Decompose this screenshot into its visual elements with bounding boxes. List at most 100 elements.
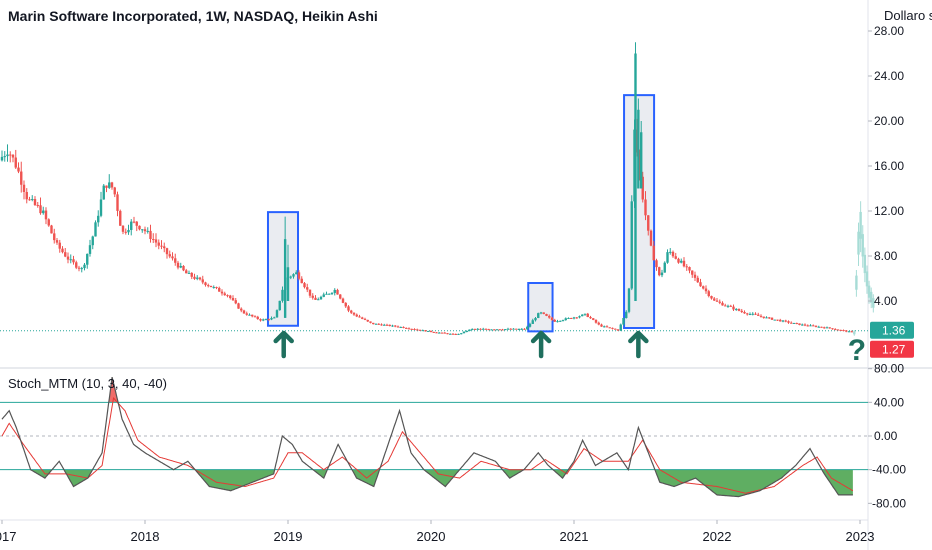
candle-down	[405, 327, 408, 329]
candle-down	[812, 325, 815, 327]
candle-down	[229, 295, 232, 298]
candle-down	[545, 313, 548, 316]
candle-down	[361, 317, 364, 319]
candle-up	[809, 325, 812, 327]
projection-candle	[872, 298, 875, 308]
previous-close-text: 1.27	[882, 343, 906, 357]
candle-up	[421, 330, 424, 332]
candle-down	[523, 328, 526, 330]
candle-down	[14, 157, 17, 168]
candle-up	[825, 327, 829, 329]
last-price-text: 1.36	[882, 324, 906, 338]
candle-down	[416, 329, 419, 331]
price-tick-label: 28.00	[874, 24, 904, 38]
projection-candle	[865, 271, 869, 287]
candle-down	[358, 316, 361, 318]
candle-down	[509, 328, 512, 330]
candle-up	[506, 328, 510, 330]
candle-up	[399, 326, 402, 328]
candle-up	[196, 277, 199, 279]
projection-candle	[863, 254, 867, 274]
candle-up	[91, 236, 94, 246]
candle-down	[768, 317, 771, 319]
candle-down	[737, 308, 741, 311]
candle-down	[350, 310, 353, 313]
candle-down	[119, 210, 122, 226]
stoch-line	[1, 376, 853, 498]
candle-down	[267, 319, 270, 321]
indicator-tick-label: -40.00	[872, 463, 906, 477]
indicator-axis[interactable]: 80.00 40.00 0.00 -40.00 -80.00	[868, 362, 906, 511]
price-axis[interactable]: 28.00 24.00 20.00 16.00 12.00 8.00 4.00 1.36 1.2…	[868, 24, 914, 358]
candle-up	[773, 319, 776, 321]
candle-down	[176, 262, 180, 268]
candle-up	[534, 318, 537, 321]
candle-down	[171, 256, 174, 259]
candle-down	[220, 291, 224, 294]
candle-down	[803, 324, 807, 326]
candle-down	[795, 322, 798, 324]
price-tick-label: 20.00	[874, 114, 904, 128]
candle-up	[751, 313, 754, 315]
candle-up	[333, 289, 336, 293]
candle-up	[482, 328, 485, 330]
candle-down	[11, 154, 15, 158]
candle-up	[561, 320, 565, 322]
projection-candle	[859, 211, 862, 239]
candle-down	[548, 315, 551, 318]
candle-down	[834, 329, 837, 331]
candle-down	[644, 199, 647, 216]
highlight-box[interactable]	[527, 282, 554, 333]
indicator-tick-label: -80.00	[872, 496, 906, 510]
candle-down	[385, 324, 389, 326]
candle-down	[226, 295, 229, 297]
candle-up	[792, 322, 796, 324]
candle-down	[652, 245, 655, 261]
candle-up	[262, 319, 265, 321]
candle-down	[116, 194, 119, 211]
last-price-badge	[870, 321, 914, 339]
candle-up	[537, 313, 540, 319]
candle-down	[836, 329, 840, 331]
candle-up	[669, 251, 672, 253]
time-tick-label: 2021	[560, 529, 589, 544]
candle-down	[61, 248, 64, 253]
candle-down	[501, 329, 504, 331]
candle-up	[735, 308, 738, 310]
candle-down	[710, 296, 713, 299]
time-axis[interactable]: 2017 2018 2019 2020 2021 2022 2023	[0, 520, 874, 544]
candle-down	[154, 239, 158, 243]
candle-down	[135, 221, 138, 226]
candle-down	[724, 305, 727, 307]
candle-down	[542, 312, 545, 314]
candle-up	[457, 333, 460, 335]
candle-down	[814, 325, 818, 327]
candle-down	[787, 321, 790, 323]
candle-down	[160, 245, 163, 247]
candle-up	[666, 252, 669, 263]
candle-down	[138, 225, 141, 230]
candle-down	[605, 326, 609, 328]
candle-down	[611, 327, 614, 329]
candle-down	[215, 287, 218, 289]
candle-down	[163, 246, 166, 249]
candle-up	[0, 156, 4, 161]
candle-down	[380, 324, 383, 326]
candle-up	[462, 331, 466, 334]
highlight-box[interactable]	[266, 211, 300, 327]
candle-down	[193, 276, 196, 279]
candle-down	[776, 319, 779, 321]
candle-up	[99, 199, 103, 216]
up-arrow-icon	[628, 330, 649, 359]
candle-down	[770, 317, 774, 320]
candle-down	[339, 294, 342, 299]
candle-up	[292, 274, 295, 277]
candle-down	[707, 291, 710, 297]
candle-up	[42, 210, 45, 214]
candle-down	[369, 321, 372, 323]
candle-down	[105, 185, 108, 188]
candle-up	[531, 320, 534, 324]
candle-down	[75, 262, 78, 268]
candle-down	[242, 310, 246, 314]
candle-down	[740, 310, 743, 312]
